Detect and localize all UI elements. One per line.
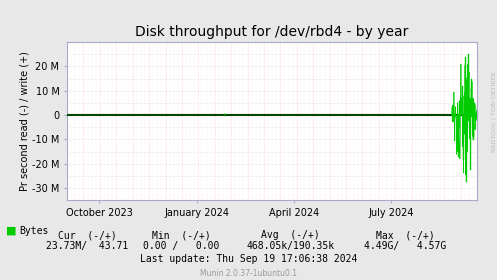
Text: RRDTOOL / TOBI OETIKER: RRDTOOL / TOBI OETIKER (491, 72, 496, 152)
Y-axis label: Pr second read (-) / write (+): Pr second read (-) / write (+) (19, 51, 29, 191)
Text: Avg  (-/+): Avg (-/+) (261, 230, 320, 240)
Text: 4.49G/   4.57G: 4.49G/ 4.57G (364, 241, 446, 251)
Text: Min  (-/+): Min (-/+) (152, 230, 211, 240)
Text: 23.73M/  43.71: 23.73M/ 43.71 (46, 241, 128, 251)
Text: Cur  (-/+): Cur (-/+) (58, 230, 116, 240)
Text: 468.05k/190.35k: 468.05k/190.35k (247, 241, 335, 251)
Text: Bytes: Bytes (19, 226, 48, 236)
Title: Disk throughput for /dev/rbd4 - by year: Disk throughput for /dev/rbd4 - by year (135, 25, 409, 39)
Text: Munin 2.0.37-1ubuntu0.1: Munin 2.0.37-1ubuntu0.1 (200, 269, 297, 277)
Text: 0.00 /   0.00: 0.00 / 0.00 (143, 241, 220, 251)
Text: Max  (-/+): Max (-/+) (376, 230, 434, 240)
Text: ■: ■ (6, 226, 16, 236)
Text: Last update: Thu Sep 19 17:06:38 2024: Last update: Thu Sep 19 17:06:38 2024 (140, 254, 357, 264)
